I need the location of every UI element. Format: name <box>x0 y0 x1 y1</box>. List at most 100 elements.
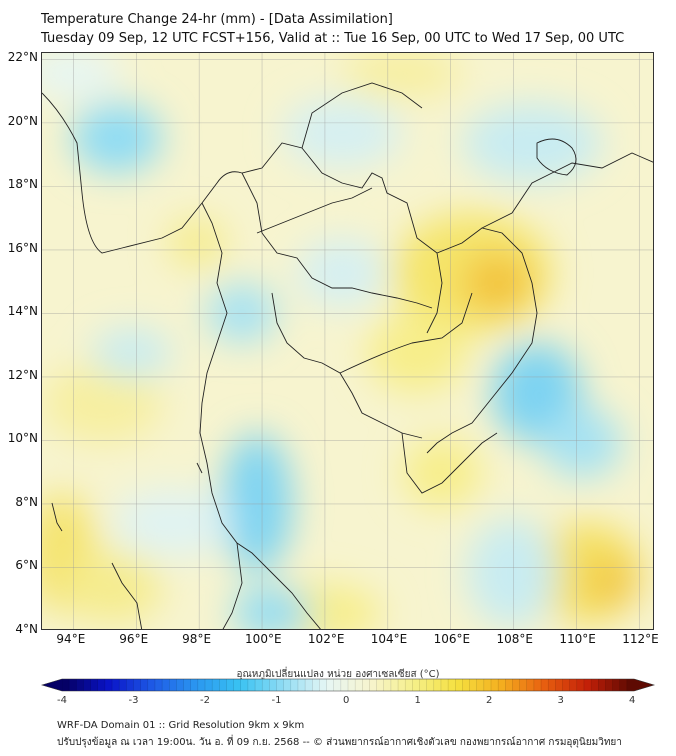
colorbar-segment <box>376 679 385 691</box>
colorbar-tick-label: 4 <box>629 695 636 706</box>
colorbar-min-arrow <box>42 679 62 691</box>
colorbar-tick-label: 3 <box>557 695 564 706</box>
colorbar-segment <box>312 679 320 691</box>
lat-tick-label: 6°N <box>15 558 38 573</box>
lon-tick-label: 94°E <box>56 632 86 646</box>
lat-tick-label: 12°N <box>7 367 38 382</box>
colorbar-segment <box>555 679 563 691</box>
colorbar-segment <box>505 679 513 691</box>
colorbar-tick-label: -3 <box>128 695 139 706</box>
map-title: Temperature Change 24-hr (mm) - [Data As… <box>41 12 393 27</box>
colorbar-segment <box>162 679 170 691</box>
colorbar-segment <box>605 679 614 691</box>
colorbar-segment <box>369 679 378 691</box>
lon-tick-label: 112°E <box>622 632 659 646</box>
colorbar-segment <box>491 679 499 691</box>
colorbar-segment <box>526 679 535 691</box>
colorbar-segment <box>183 679 192 691</box>
colorbar-segment <box>197 679 206 691</box>
colorbar-segment <box>462 679 471 691</box>
colorbar-segment <box>69 679 77 691</box>
colorbar-segment <box>405 679 413 691</box>
colorbar-segment <box>283 679 292 691</box>
colorbar-segment <box>519 679 528 691</box>
colorbar-segment <box>398 679 406 691</box>
colorbar-segment <box>76 679 84 691</box>
lon-tick-label: 104°E <box>370 632 408 646</box>
colorbar-segment <box>455 679 463 691</box>
colorbar-segment <box>169 679 177 691</box>
colorbar <box>40 678 656 692</box>
colorbar-segment <box>383 679 392 691</box>
colorbar-segment <box>533 679 542 691</box>
lon-tick-label: 96°E <box>119 632 149 646</box>
colorbar-segment <box>62 679 70 691</box>
colorbar-segment <box>147 679 156 691</box>
colorbar-segment <box>255 679 263 691</box>
colorbar-segment <box>626 679 635 691</box>
colorbar-segment <box>297 679 306 691</box>
colorbar-segment <box>612 679 621 691</box>
colorbar-tick-label: -1 <box>271 695 282 706</box>
colorbar-segment <box>326 679 335 691</box>
lat-tick-label: 4°N <box>15 622 38 636</box>
map-panel[interactable] <box>41 52 654 630</box>
colorbar-segment <box>83 679 92 691</box>
map-canvas <box>42 53 653 629</box>
lat-tick-label: 22°N <box>7 50 38 65</box>
colorbar-segment <box>598 679 606 691</box>
colorbar-segment <box>419 679 428 691</box>
colorbar-segment <box>569 679 578 691</box>
colorbar-tick-label: -4 <box>57 695 67 706</box>
colorbar-segment <box>233 679 242 691</box>
colorbar-segment <box>97 679 106 691</box>
colorbar-segment <box>133 679 142 691</box>
lat-tick-label: 20°N <box>7 113 38 128</box>
update-credit: ปรับปรุงข้อมูล ณ เวลา 19:00น. วัน อ. ที่… <box>57 737 622 748</box>
colorbar-segment <box>548 679 556 691</box>
colorbar-segment <box>126 679 134 691</box>
colorbar-tick-label: 2 <box>486 695 493 706</box>
colorbar-segment <box>305 679 313 691</box>
colorbar-segment <box>440 679 449 691</box>
colorbar-segment <box>448 679 456 691</box>
colorbar-segment <box>426 679 435 691</box>
colorbar-segment <box>619 679 628 691</box>
colorbar-segment <box>541 679 549 691</box>
colorbar-segment <box>562 679 571 691</box>
colorbar-segment <box>469 679 478 691</box>
colorbar-segment <box>154 679 163 691</box>
colorbar-segment <box>104 679 113 691</box>
colorbar-title: อุณหภูมิเปลี่ยนแปลง หน่วย องศาเซลเซียส (… <box>236 669 440 680</box>
colorbar-segment <box>340 679 349 691</box>
colorbar-max-arrow <box>634 679 654 691</box>
colorbar-segment <box>205 679 213 691</box>
lon-tick-label: 108°E <box>496 632 534 646</box>
colorbar-segment <box>576 679 585 691</box>
colorbar-segment <box>212 679 220 691</box>
colorbar-segment <box>412 679 420 691</box>
colorbar-segment <box>219 679 227 691</box>
graticule <box>42 53 653 629</box>
colorbar-segment <box>348 679 356 691</box>
colorbar-segment <box>262 679 270 691</box>
colorbar-segment <box>498 679 506 691</box>
colorbar-segment <box>140 679 149 691</box>
lon-tick-label: 98°E <box>182 632 212 646</box>
lon-tick-label: 106°E <box>433 632 471 646</box>
lat-tick-label: 10°N <box>7 431 38 446</box>
map-subtitle: Tuesday 09 Sep, 12 UTC FCST+156, Valid a… <box>41 31 625 46</box>
colorbar-segment <box>591 679 599 691</box>
lat-tick-label: 8°N <box>15 494 38 509</box>
lat-tick-label: 14°N <box>7 304 38 319</box>
colorbar-segment <box>290 679 299 691</box>
lat-tick-label: 16°N <box>7 240 38 255</box>
colorbar-segment <box>362 679 370 691</box>
lon-tick-label: 110°E <box>559 632 596 646</box>
colorbar-segment <box>240 679 249 691</box>
colorbar-segment <box>333 679 342 691</box>
colorbar-segment <box>583 679 592 691</box>
colorbar-segment <box>190 679 199 691</box>
colorbar-segment <box>355 679 363 691</box>
colorbar-segment <box>319 679 328 691</box>
